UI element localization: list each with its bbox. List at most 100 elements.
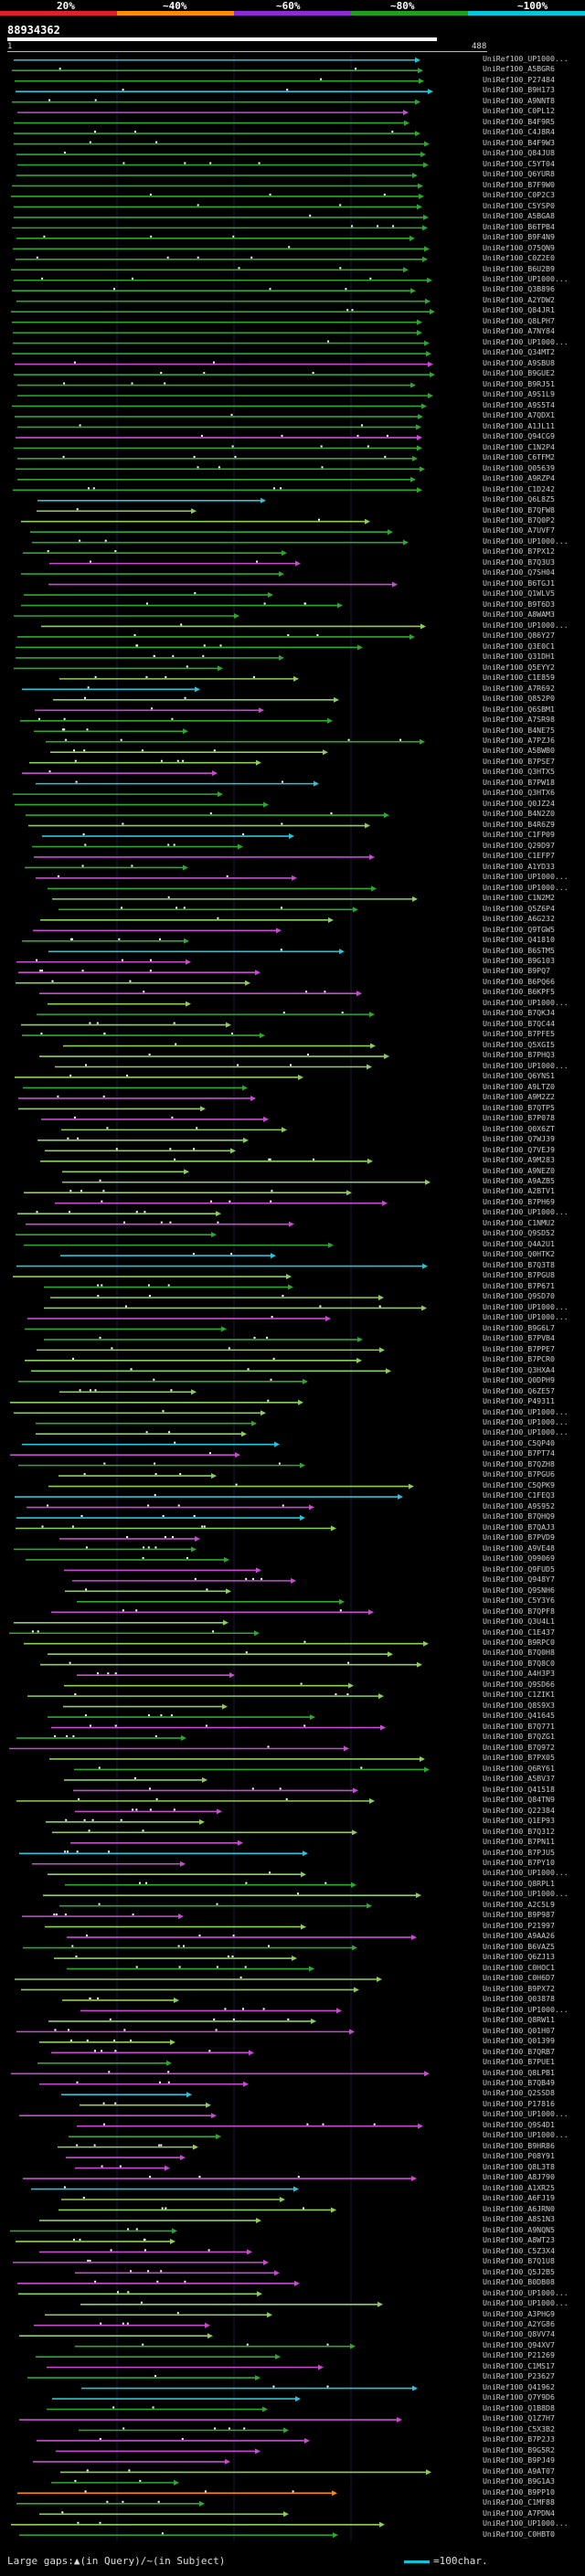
hit-label[interactable]: UniRef100_C5QPK9: [483, 1479, 555, 1489]
hit-label[interactable]: UniRef100_B9F4N9: [483, 232, 555, 242]
hit-label[interactable]: UniRef100_B9P987: [483, 1910, 555, 1920]
hit-label[interactable]: UniRef100_C0HOC1: [483, 1962, 555, 1972]
hit-label[interactable]: UniRef100_A9AA26: [483, 1931, 555, 1941]
hit-label[interactable]: UniRef100_Q84JR1: [483, 305, 555, 315]
hit-label[interactable]: UniRef100_UP1000...: [483, 2298, 569, 2308]
hit-label[interactable]: UniRef100_A7PDN4: [483, 2507, 555, 2518]
hit-label[interactable]: UniRef100_UP1000...: [483, 1312, 569, 1322]
hit-label[interactable]: UniRef100_UP1000...: [483, 1207, 569, 1217]
hit-label[interactable]: UniRef100_Q6SBM1: [483, 704, 555, 714]
hit-label[interactable]: UniRef100_C1FP09: [483, 830, 555, 840]
hit-label[interactable]: UniRef100_B7PY10: [483, 1858, 555, 1867]
hit-label[interactable]: UniRef100_UP1000...: [483, 336, 569, 346]
hit-label[interactable]: UniRef100_P49311: [483, 1396, 555, 1406]
hit-label[interactable]: UniRef100_A5BGA8: [483, 211, 555, 221]
hit-label[interactable]: UniRef100_C0P2C3: [483, 190, 555, 200]
hit-label[interactable]: UniRef100_B7PSE7: [483, 756, 555, 766]
hit-label[interactable]: UniRef100_A9S1L9: [483, 389, 555, 399]
hit-label[interactable]: UniRef100_C5X3B2: [483, 2423, 555, 2433]
hit-label[interactable]: UniRef100_Q41810: [483, 935, 555, 945]
hit-label[interactable]: UniRef100_B0DB08: [483, 2277, 555, 2287]
hit-label[interactable]: UniRef100_A1YD33: [483, 861, 555, 871]
hit-label[interactable]: UniRef100_Q84JU8: [483, 148, 555, 158]
hit-label[interactable]: UniRef100_Q948Y7: [483, 1574, 555, 1585]
hit-label[interactable]: UniRef100_UP1000...: [483, 2109, 569, 2119]
hit-label[interactable]: UniRef100_Q94XV7: [483, 2339, 555, 2349]
hit-label[interactable]: UniRef100_Q8LPB1: [483, 2067, 555, 2077]
hit-label[interactable]: UniRef100_Q05639: [483, 462, 555, 472]
hit-label[interactable]: UniRef100_B9HR86: [483, 2140, 555, 2150]
hit-label[interactable]: UniRef100_C5Y3Y6: [483, 1595, 555, 1606]
hit-label[interactable]: UniRef100_A8J790: [483, 2172, 555, 2182]
hit-label[interactable]: UniRef100_Q6YUR8: [483, 169, 555, 179]
hit-label[interactable]: UniRef100_B9RPC0: [483, 1637, 555, 1647]
hit-label[interactable]: UniRef100_B7PX05: [483, 1753, 555, 1763]
hit-label[interactable]: UniRef100_Q3HTX5: [483, 767, 555, 777]
hit-label[interactable]: UniRef100_UP1000...: [483, 1406, 569, 1416]
hit-label[interactable]: UniRef100_B7QB49: [483, 2078, 555, 2088]
hit-label[interactable]: UniRef100_O75QN9: [483, 242, 555, 252]
hit-label[interactable]: UniRef100_A9SBU8: [483, 357, 555, 367]
hit-label[interactable]: UniRef100_B7PGU8: [483, 1270, 555, 1280]
hit-label[interactable]: UniRef100_Q7WJ39: [483, 1134, 555, 1144]
hit-label[interactable]: UniRef100_Q01399: [483, 2036, 555, 2046]
hit-label[interactable]: UniRef100_A9S952: [483, 1500, 555, 1511]
hit-label[interactable]: UniRef100_B9G5R2: [483, 2444, 555, 2454]
hit-label[interactable]: UniRef100_UP1000...: [483, 1889, 569, 1899]
hit-label[interactable]: UniRef100_B9RJ51: [483, 378, 555, 388]
hit-label[interactable]: UniRef100_Q99069: [483, 1553, 555, 1564]
hit-label[interactable]: UniRef100_Q9SNH6: [483, 1585, 555, 1595]
hit-label[interactable]: UniRef100_A2BTV1: [483, 1186, 555, 1196]
hit-label[interactable]: UniRef100_B7PN11: [483, 1837, 555, 1847]
hit-label[interactable]: UniRef100_C1ZIK1: [483, 1690, 555, 1700]
hit-label[interactable]: UniRef100_A3PHG9: [483, 2308, 555, 2318]
hit-label[interactable]: UniRef100_C5YT04: [483, 158, 555, 168]
hit-label[interactable]: UniRef100_Q84TN9: [483, 1795, 555, 1805]
hit-label[interactable]: UniRef100_B7Q3U3: [483, 557, 555, 567]
hit-label[interactable]: UniRef100_Q8VV74: [483, 2329, 555, 2339]
hit-label[interactable]: UniRef100_B6U2B9: [483, 263, 555, 273]
hit-label[interactable]: UniRef100_B7P2J3: [483, 2434, 555, 2444]
hit-label[interactable]: UniRef100_UP1000...: [483, 2518, 569, 2528]
hit-label[interactable]: UniRef100_UP1000...: [483, 274, 569, 283]
hit-label[interactable]: UniRef100_B9PJ49: [483, 2455, 555, 2465]
hit-label[interactable]: UniRef100_B7QPF8: [483, 1606, 555, 1616]
hit-label[interactable]: UniRef100_A9LTZ0: [483, 1081, 555, 1091]
hit-label[interactable]: UniRef100_P17816: [483, 2098, 555, 2108]
hit-label[interactable]: UniRef100_B7Q3T8: [483, 1259, 555, 1269]
hit-label[interactable]: UniRef100_Q0HTK2: [483, 1249, 555, 1259]
hit-label[interactable]: UniRef100_A2YG86: [483, 2318, 555, 2328]
hit-label[interactable]: UniRef100_UP1000...: [483, 620, 569, 630]
hit-label[interactable]: UniRef100_B7QHQ9: [483, 1511, 555, 1521]
hit-label[interactable]: UniRef100_Q1Z7H7: [483, 2413, 555, 2423]
hit-label[interactable]: UniRef100_C0H6D7: [483, 1973, 555, 1983]
hit-label[interactable]: UniRef100_Q3HTX6: [483, 788, 555, 798]
hit-label[interactable]: UniRef100_UP1000...: [483, 1868, 569, 1878]
hit-label[interactable]: UniRef100_B7QZH8: [483, 1458, 555, 1468]
hit-label[interactable]: UniRef100_C6TFM2: [483, 452, 555, 462]
hit-label[interactable]: UniRef100_Q8LPH7: [483, 315, 555, 325]
hit-label[interactable]: UniRef100_C5YSP0: [483, 200, 555, 210]
hit-label[interactable]: UniRef100_Q9S4D1: [483, 2119, 555, 2129]
hit-label[interactable]: UniRef100_UP1000...: [483, 1427, 569, 1437]
hit-label[interactable]: UniRef100_A9RZP4: [483, 473, 555, 483]
hit-label[interactable]: UniRef100_B7QZG1: [483, 1732, 555, 1742]
hit-label[interactable]: UniRef100_Q8L3T8: [483, 2161, 555, 2171]
hit-label[interactable]: UniRef100_UP1000...: [483, 2004, 569, 2014]
hit-label[interactable]: UniRef100_B9GUE2: [483, 368, 555, 378]
hit-label[interactable]: UniRef100_Q29D97: [483, 840, 555, 850]
hit-label[interactable]: UniRef100_Q94CG9: [483, 431, 555, 441]
hit-label[interactable]: UniRef100_Q41518: [483, 1784, 555, 1794]
hit-label[interactable]: UniRef100_B6TPB4: [483, 221, 555, 231]
hit-label[interactable]: UniRef100_Q5XGI5: [483, 1039, 555, 1049]
hit-label[interactable]: UniRef100_Q01H07: [483, 2025, 555, 2035]
hit-label[interactable]: UniRef100_C1N2P4: [483, 441, 555, 451]
hit-label[interactable]: UniRef100_B7Q1U8: [483, 2256, 555, 2266]
hit-label[interactable]: UniRef100_B7PFE5: [483, 1029, 555, 1039]
hit-label[interactable]: UniRef100_B7PUE1: [483, 2057, 555, 2067]
hit-label[interactable]: UniRef100_B7PT74: [483, 1448, 555, 1458]
hit-label[interactable]: UniRef100_B7QC44: [483, 1018, 555, 1028]
hit-label[interactable]: UniRef100_B7PPE7: [483, 1343, 555, 1353]
hit-label[interactable]: UniRef100_UP1000...: [483, 1060, 569, 1070]
hit-label[interactable]: UniRef100_B7QTP5: [483, 1102, 555, 1112]
